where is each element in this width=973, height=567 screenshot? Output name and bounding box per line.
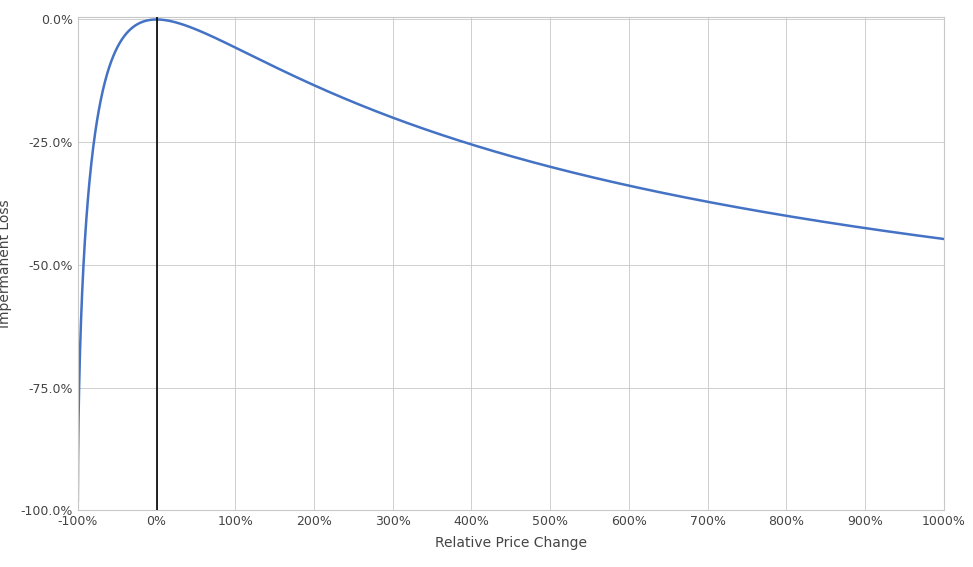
X-axis label: Relative Price Change: Relative Price Change [435,536,587,551]
Y-axis label: Impermanent Loss: Impermanent Loss [0,200,13,328]
